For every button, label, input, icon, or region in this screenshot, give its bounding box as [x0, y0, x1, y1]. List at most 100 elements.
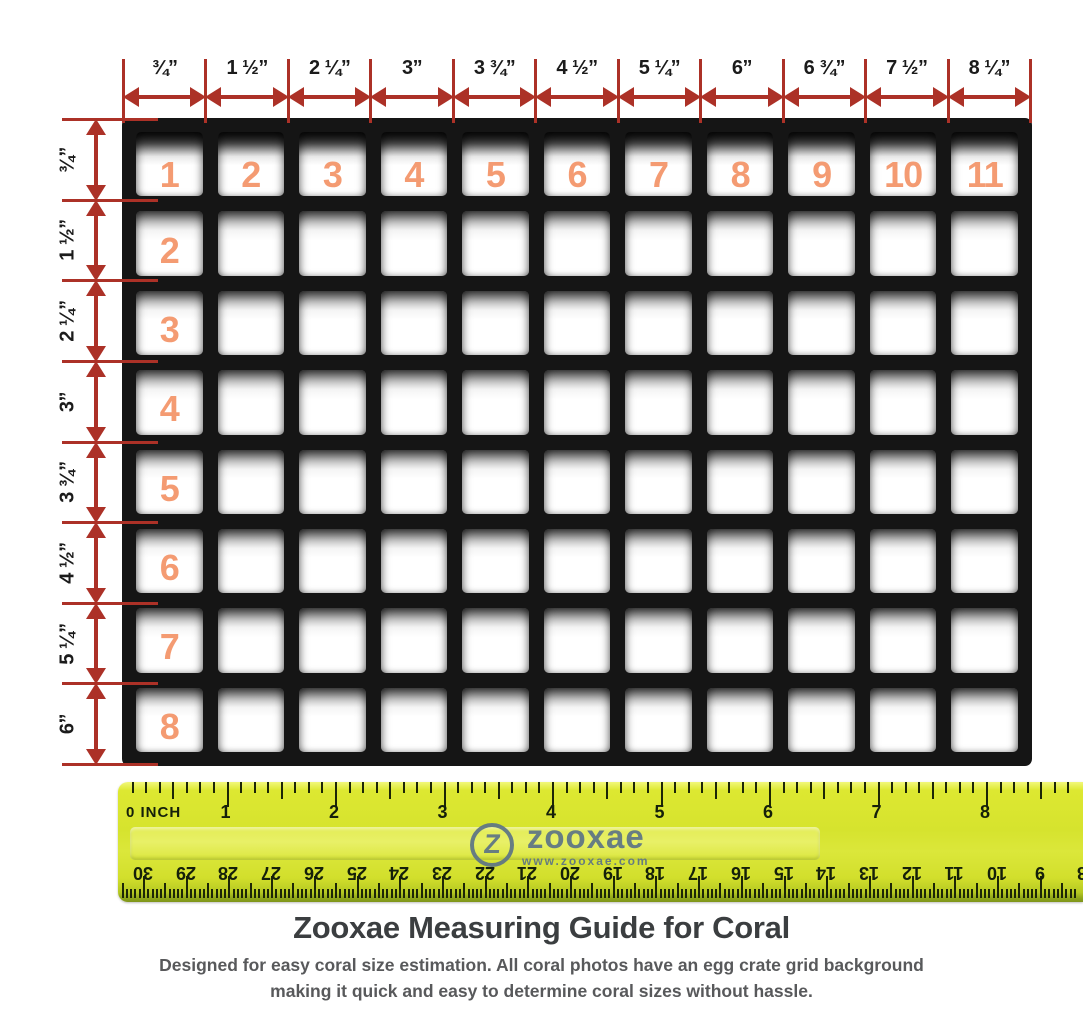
cm-tick [1056, 889, 1059, 898]
top-scale-segment: 6” [699, 57, 784, 123]
inch-tick [307, 782, 310, 793]
cm-tick [151, 889, 154, 898]
top-scale-label: 5 ¼” [638, 57, 681, 79]
top-scale-segment: 6 ¾” [781, 57, 867, 123]
cm-tick [774, 889, 777, 898]
cm-tick [693, 889, 696, 898]
cm-tick [484, 876, 487, 898]
left-scale-segment: ¾” [57, 118, 158, 201]
inch-tick [958, 782, 961, 793]
left-scale-label: 3” [56, 391, 79, 412]
cm-tick [318, 889, 321, 898]
grid-cell: 9 [788, 132, 855, 197]
logo-url-text: www.zooxae.com [522, 853, 650, 868]
cm-tick [164, 883, 167, 898]
grid-cell [706, 687, 774, 752]
horizontal-arrow-icon [617, 87, 702, 107]
cm-tick [587, 889, 590, 898]
inch-tick [1067, 782, 1070, 793]
top-scale-segment: 4 ½” [534, 57, 619, 123]
inch-tick [375, 782, 378, 793]
cell-number: 9 [812, 154, 832, 196]
cm-tick [817, 889, 820, 898]
inch-tick [362, 782, 365, 793]
grid-cell [706, 211, 774, 276]
cm-tick [424, 889, 427, 898]
inch-tick [836, 782, 839, 793]
inch-tick [212, 782, 215, 793]
cm-number: 10 [986, 863, 1008, 883]
cm-tick [1065, 889, 1068, 898]
grid-cell: 5 [136, 449, 203, 514]
cm-tick [1026, 889, 1029, 898]
grid-cell [462, 290, 529, 356]
cm-tick [941, 889, 944, 898]
cm-tick [352, 889, 355, 898]
inch-tick [755, 782, 758, 793]
grid-cell [380, 370, 448, 435]
inch-tick [850, 782, 853, 793]
grid-cell [706, 290, 774, 356]
top-scale-segment: 7 ½” [864, 57, 949, 123]
cm-tick [296, 889, 299, 898]
grid-cell [625, 370, 692, 435]
grid-cell: 3 [299, 132, 366, 197]
cm-tick [322, 889, 325, 898]
cm-tick [932, 883, 935, 898]
cm-number: 27 [261, 863, 282, 883]
cm-tick [979, 889, 982, 898]
grid-cell [380, 449, 448, 514]
top-scale-segment: 5 ¼” [616, 57, 702, 123]
cm-tick [283, 889, 286, 898]
grid-cell: 6 [543, 132, 611, 197]
cm-tick [997, 876, 999, 898]
cm-tick [928, 889, 931, 898]
cm-tick [561, 889, 564, 898]
inch-tick [321, 782, 324, 793]
cm-tick [907, 889, 910, 898]
inch-tick [226, 782, 229, 807]
cm-tick [155, 889, 158, 898]
inch-tick [253, 782, 256, 793]
cm-tick [540, 889, 543, 898]
inch-tick [999, 782, 1002, 793]
cm-number: 29 [175, 863, 196, 883]
cm-tick [651, 889, 654, 898]
grid-cell [951, 449, 1018, 514]
cm-tick [326, 889, 329, 898]
cm-tick [719, 883, 722, 898]
grid-cell [788, 449, 855, 514]
cm-tick [497, 889, 500, 898]
cm-tick [467, 889, 470, 898]
cm-tick [416, 889, 419, 898]
cm-tick [625, 889, 628, 898]
grid-cell [299, 687, 366, 752]
cm-tick [249, 883, 252, 898]
cm-tick [544, 889, 547, 898]
top-scale-label: 7 ½” [886, 57, 928, 79]
inch-tick [429, 782, 432, 793]
grid-cell [625, 449, 692, 514]
vertical-arrow-icon [86, 280, 106, 362]
grid-cell [706, 608, 774, 673]
inch-tick [470, 782, 473, 793]
top-scale-label: 3” [402, 57, 423, 79]
cm-tick [851, 889, 854, 898]
top-scale-label: 4 ½” [556, 57, 598, 79]
cm-tick [749, 889, 752, 898]
inch-tick [646, 782, 649, 793]
cm-tick [330, 889, 333, 898]
cm-tick [347, 889, 350, 898]
inch-tick [592, 782, 595, 793]
cm-tick [189, 889, 192, 898]
cm-tick [437, 889, 440, 898]
cm-tick [394, 889, 397, 898]
grid-cell: 10 [869, 132, 937, 197]
cm-tick [399, 876, 402, 898]
left-scale-segment: 1 ½” [57, 198, 158, 282]
cm-tick [984, 889, 987, 898]
cm-tick [591, 883, 594, 898]
cm-tick [271, 876, 274, 898]
inch-number: 1 [220, 802, 231, 822]
grid-cell: 6 [136, 528, 203, 594]
